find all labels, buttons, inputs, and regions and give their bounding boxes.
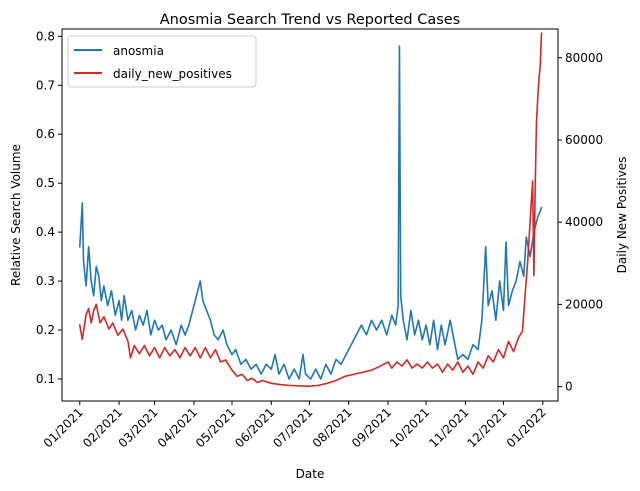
y-axis-right-label: Daily New Positives: [615, 157, 629, 274]
y-axis-left-label: Relative Search Volume: [9, 144, 23, 286]
y-left-tick-label: 0.6: [36, 127, 55, 141]
x-tick-label: 01/2022: [504, 405, 549, 450]
y-left-tick-label: 0.7: [36, 78, 55, 92]
x-tick-label: 11/2021: [426, 405, 471, 450]
x-tick-label: 04/2021: [155, 405, 200, 450]
y-right-tick-label: 40000: [565, 215, 603, 229]
y-right-tick-label: 60000: [565, 133, 603, 147]
legend-box: [67, 35, 257, 88]
series-line-daily-new-positives: [78, 32, 543, 387]
y-right-tick-label: 0: [565, 380, 573, 394]
x-tick-label: 12/2021: [464, 405, 509, 450]
plot-lines: [78, 32, 543, 387]
y-left-tick-label: 0.2: [36, 323, 55, 337]
x-axis-label: Date: [296, 467, 325, 481]
series-line-anosmia: [78, 45, 543, 380]
chart-title: Anosmia Search Trend vs Reported Cases: [160, 12, 461, 28]
x-tick-label: 07/2021: [270, 405, 315, 450]
x-tick-label: 10/2021: [387, 405, 432, 450]
y-right-tick-label: 80000: [565, 51, 603, 65]
plot-frame: [61, 28, 559, 402]
x-tick-label: 05/2021: [193, 405, 238, 450]
legend-label-anosmia: anosmia: [113, 44, 164, 58]
x-tick-label: 08/2021: [310, 405, 355, 450]
y-left-tick-label: 0.3: [36, 274, 55, 288]
y-left-tick-label: 0.1: [36, 372, 55, 386]
y-left-tick-label: 0.8: [36, 29, 55, 43]
y-axis-right: 0 20000 40000 60000 80000: [558, 51, 603, 394]
y-right-tick-label: 20000: [565, 297, 603, 311]
x-tick-label: 06/2021: [232, 405, 277, 450]
legend-label-daily-new-positives: daily_new_positives: [113, 67, 232, 81]
x-tick-label: 09/2021: [349, 405, 394, 450]
y-left-tick-label: 0.4: [36, 225, 55, 239]
x-tick-label: 01/2021: [41, 405, 86, 450]
x-axis: 01/202102/202103/202104/202105/202106/20…: [41, 401, 549, 450]
x-tick-label: 03/2021: [116, 405, 161, 450]
legend: anosmia daily_new_positives: [67, 35, 257, 88]
y-left-tick-label: 0.5: [36, 176, 55, 190]
y-axis-left: 0.1 0.2 0.3 0.4 0.5 0.6 0.7 0.8: [36, 29, 62, 386]
